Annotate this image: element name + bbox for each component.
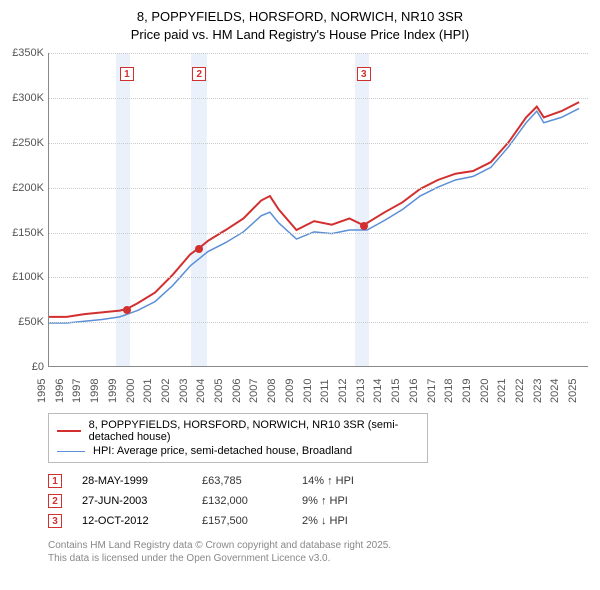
x-tick-label: 1996 — [54, 379, 66, 403]
y-tick-label: £350K — [4, 47, 44, 59]
legend-item-price-paid: 8, POPPYFIELDS, HORSFORD, NORWICH, NR10 … — [57, 418, 419, 444]
x-tick-label: 2013 — [355, 379, 367, 403]
x-tick-label: 2014 — [372, 379, 384, 403]
x-tick-label: 2011 — [319, 379, 331, 403]
transaction-row: 3 12-OCT-2012 £157,500 2% ↓ HPI — [48, 511, 592, 531]
y-tick-label: £250K — [4, 137, 44, 149]
gridline — [49, 98, 588, 99]
x-tick-label: 2021 — [496, 379, 508, 403]
legend-swatch — [57, 430, 81, 432]
sale-marker-box: 2 — [192, 67, 206, 81]
x-tick-label: 2002 — [160, 379, 172, 403]
plot-area: 1 2 3 — [48, 53, 588, 367]
tx-date: 28-MAY-1999 — [82, 475, 182, 487]
sale-marker-box: 3 — [357, 67, 371, 81]
x-tick-label: 2018 — [443, 379, 455, 403]
tx-delta: 9% ↑ HPI — [302, 495, 392, 507]
x-tick-label: 2023 — [532, 379, 544, 403]
tx-price: £157,500 — [202, 515, 282, 527]
tx-marker: 1 — [48, 474, 62, 488]
x-tick-label: 2010 — [302, 379, 314, 403]
x-tick-label: 2003 — [178, 379, 190, 403]
x-tick-label: 2020 — [479, 379, 491, 403]
x-tick-label: 2007 — [248, 379, 260, 403]
sale-marker-dot — [360, 222, 368, 230]
tx-marker: 3 — [48, 514, 62, 528]
y-tick-label: £200K — [4, 182, 44, 194]
tx-price: £132,000 — [202, 495, 282, 507]
x-tick-label: 2024 — [549, 379, 561, 403]
y-tick-label: £300K — [4, 92, 44, 104]
x-tick-label: 1995 — [36, 379, 48, 403]
transaction-row: 1 28-MAY-1999 £63,785 14% ↑ HPI — [48, 471, 592, 491]
x-tick-label: 2015 — [390, 379, 402, 403]
x-tick-label: 2016 — [408, 379, 420, 403]
title-line2: Price paid vs. HM Land Registry's House … — [8, 26, 592, 44]
y-tick-label: £50K — [4, 316, 44, 328]
x-tick-label: 1998 — [89, 379, 101, 403]
y-tick-label: £0 — [4, 361, 44, 373]
y-tick-label: £150K — [4, 227, 44, 239]
chart-title: 8, POPPYFIELDS, HORSFORD, NORWICH, NR10 … — [8, 8, 592, 43]
gridline — [49, 53, 588, 54]
sale-marker-box: 1 — [120, 67, 134, 81]
chart-lines — [49, 53, 588, 366]
x-tick-label: 1997 — [71, 379, 83, 403]
sale-marker-dot — [195, 245, 203, 253]
x-tick-label: 2017 — [426, 379, 438, 403]
x-tick-label: 2000 — [125, 379, 137, 403]
footnote-line1: Contains HM Land Registry data © Crown c… — [48, 539, 592, 552]
gridline — [49, 322, 588, 323]
x-tick-label: 2019 — [461, 379, 473, 403]
footnote: Contains HM Land Registry data © Crown c… — [48, 539, 592, 565]
tx-delta: 14% ↑ HPI — [302, 475, 392, 487]
tx-date: 27-JUN-2003 — [82, 495, 182, 507]
tx-marker: 2 — [48, 494, 62, 508]
x-tick-label: 2004 — [195, 379, 207, 403]
tx-delta: 2% ↓ HPI — [302, 515, 392, 527]
x-tick-label: 2008 — [266, 379, 278, 403]
x-tick-label: 2009 — [284, 379, 296, 403]
legend: 8, POPPYFIELDS, HORSFORD, NORWICH, NR10 … — [48, 413, 428, 463]
series-hpi — [49, 109, 579, 324]
footnote-line2: This data is licensed under the Open Gov… — [48, 552, 592, 565]
legend-label: HPI: Average price, semi-detached house,… — [93, 445, 352, 457]
x-tick-label: 2005 — [213, 379, 225, 403]
y-tick-label: £100K — [4, 271, 44, 283]
gridline — [49, 233, 588, 234]
x-tick-label: 2025 — [567, 379, 579, 403]
x-tick-label: 1999 — [107, 379, 119, 403]
gridline — [49, 188, 588, 189]
legend-item-hpi: HPI: Average price, semi-detached house,… — [57, 444, 419, 458]
x-axis-labels: 1995199619971998199920002001200220032004… — [48, 367, 588, 407]
transactions-table: 1 28-MAY-1999 £63,785 14% ↑ HPI 2 27-JUN-2003… — [48, 471, 592, 531]
x-tick-label: 2012 — [337, 379, 349, 403]
gridline — [49, 143, 588, 144]
series-price_paid — [49, 102, 579, 317]
x-tick-label: 2001 — [142, 379, 154, 403]
legend-label: 8, POPPYFIELDS, HORSFORD, NORWICH, NR10 … — [89, 419, 419, 443]
x-tick-label: 2006 — [231, 379, 243, 403]
legend-swatch — [57, 451, 85, 452]
title-line1: 8, POPPYFIELDS, HORSFORD, NORWICH, NR10 … — [8, 8, 592, 26]
tx-price: £63,785 — [202, 475, 282, 487]
transaction-row: 2 27-JUN-2003 £132,000 9% ↑ HPI — [48, 491, 592, 511]
price-chart: £0£50K£100K£150K£200K£250K£300K£350K 123… — [8, 47, 592, 407]
sale-marker-dot — [123, 306, 131, 314]
x-tick-label: 2022 — [514, 379, 526, 403]
gridline — [49, 277, 588, 278]
tx-date: 12-OCT-2012 — [82, 515, 182, 527]
